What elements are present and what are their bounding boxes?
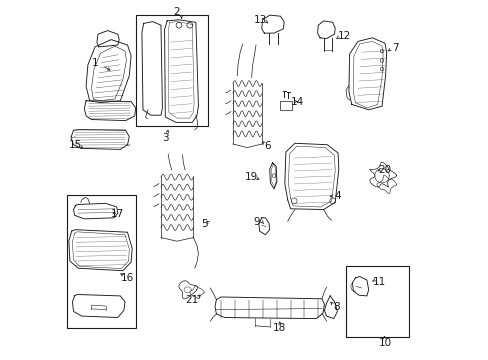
Text: 3: 3 [162, 132, 168, 143]
Text: 16: 16 [121, 273, 134, 283]
Text: 8: 8 [332, 302, 339, 312]
Bar [136, 15, 207, 126]
Text: 15: 15 [68, 140, 82, 150]
Bar [67, 195, 136, 328]
Text: 5: 5 [201, 219, 208, 229]
Text: 19: 19 [244, 172, 257, 182]
Bar [346, 266, 408, 337]
Bar [279, 101, 292, 110]
Text: 14: 14 [290, 96, 304, 107]
Text: 11: 11 [372, 276, 386, 287]
Text: 10: 10 [378, 338, 391, 348]
Text: 9: 9 [253, 217, 260, 228]
Text: 6: 6 [264, 141, 271, 151]
Text: 2: 2 [172, 6, 179, 17]
Text: 12: 12 [337, 31, 350, 41]
Text: 13: 13 [254, 15, 267, 25]
Text: 18: 18 [273, 323, 286, 333]
Text: 17: 17 [111, 209, 124, 219]
Text: 4: 4 [334, 191, 341, 201]
Text: 1: 1 [92, 58, 98, 68]
Text: 7: 7 [391, 42, 398, 53]
Text: 21: 21 [185, 294, 199, 305]
Text: 20: 20 [378, 165, 391, 175]
